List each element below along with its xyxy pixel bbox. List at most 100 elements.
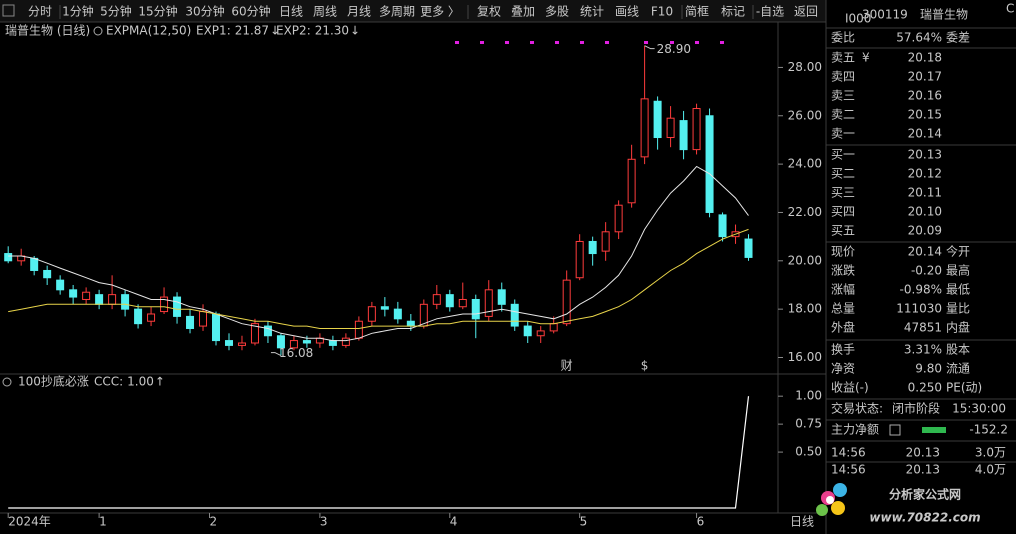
candle-body [4,253,13,262]
toolbar-item[interactable]: 月线 [347,5,371,19]
row-value: 9.80 [915,362,942,376]
toolbar-item[interactable]: 标记 [721,5,745,19]
candle-body [627,158,636,204]
legend-arrow: ↑ [155,375,165,389]
row-label: 涨跌 [831,263,855,278]
candle-body [224,340,233,346]
row-label2: 今开 [946,244,970,259]
toolbar-item[interactable]: 15分钟 [138,4,177,19]
row-value: 20.10 [908,205,942,219]
y-tick-label: 22.00 [788,205,822,219]
x-tick-label: 6 [697,515,705,529]
toolbar-item[interactable]: 叠加 [511,5,535,19]
row-value: 20.14 [908,127,942,141]
candle-body [276,335,285,349]
row-label: 卖一 [831,127,855,141]
row-label: 卖二 [831,108,855,122]
candle-body [56,279,65,291]
y-tick-label: 28.00 [788,60,822,74]
row-label: 委比 [831,31,855,45]
y-tick-label: 18.00 [788,302,822,316]
toolbar-item[interactable]: 返回 [794,5,818,19]
settings-icon[interactable] [2,377,12,387]
row-label2: 量比 [946,302,970,316]
toolbar-item[interactable]: 多股 [545,5,569,19]
stock-code: 300119 [862,8,908,22]
candle-body [679,120,688,151]
toolbar [0,0,826,22]
candle-body [380,306,389,310]
x-tick-label: 2024年 [8,515,51,529]
row-label2: PE(动) [946,381,982,395]
candle-body [705,115,714,213]
toolbar-item[interactable]: 30分钟 [185,4,224,19]
toolbar-item[interactable]: 5分钟 [100,4,132,19]
toolbar-item[interactable]: 更多 〉 [420,5,460,19]
candle-body [173,296,182,317]
candle-body [601,231,610,252]
row-label: 买四 [831,205,855,219]
candle-body [121,294,130,310]
row-label: 卖四 [831,70,855,84]
candle-body [328,340,337,346]
toolbar-item[interactable]: 60分钟 [231,4,270,19]
toolbar-item[interactable]: 分时 [28,5,52,19]
candle-body [134,308,143,325]
candle-body [82,291,91,300]
min-label: 16.08 [279,346,313,360]
signal-dots [455,41,724,44]
candle-body [497,289,506,305]
watermark-bg [848,481,1010,529]
toolbar-item[interactable]: -自选 [756,5,784,19]
x-tick-label: 2 [210,515,218,529]
row-value: -0.20 [911,264,942,278]
row-label2: 流通 [946,362,970,376]
candle-body [367,306,376,322]
toolbar-item[interactable]: 复权 [477,5,501,19]
candle-body [30,257,39,271]
row-label: 买二 [831,167,855,181]
legend-value: 21.87 [235,24,269,38]
event-marker: $ [641,359,649,373]
toolbar-item[interactable]: 画线 [615,5,639,19]
row-value: 47851 [904,321,942,335]
net-bar [922,427,946,433]
row-label: 买一 [831,148,855,162]
row-value: 3.31% [904,343,942,357]
chart-title: 瑞普生物 (日线) [5,24,90,38]
ema-line [8,228,749,329]
toolbar-item[interactable]: F10 [651,5,673,19]
toolbar-item[interactable]: 统计 [580,5,604,19]
y-tick-label: 26.00 [788,108,822,122]
row-label2: 内盘 [946,320,970,335]
tick-time: 14:56 [831,463,866,477]
toolbar-item[interactable]: 简框 [685,5,709,19]
tick-price: 20.13 [906,463,940,477]
candle-body [692,108,701,151]
toolbar-item[interactable]: 日线 [279,5,303,19]
toolbar-item[interactable]: 多周期 [379,5,415,19]
candle-body [640,98,649,158]
status-value: 闭市阶段 [892,401,940,416]
min-leader [270,352,282,357]
y-tick-label: 24.00 [788,157,822,171]
candle-body [160,296,169,313]
toolbar-item[interactable]: 周线 [313,5,337,19]
candle-body [199,311,208,327]
row-value: 20.14 [908,245,942,259]
legend-value: 1.00 [127,375,154,389]
row-value: 20.17 [908,70,942,84]
row-value: 20.13 [908,148,942,162]
row-label2: 委差 [946,31,970,45]
row-label2: 最高 [946,263,970,278]
settings-icon[interactable] [93,26,103,36]
row-label: 总量 [831,302,855,316]
candle-body [43,269,52,279]
watermark-url: www.70822.com [869,511,980,525]
legend-name: EXP1 [196,24,227,38]
candle-body [549,323,558,332]
toolbar-item[interactable]: 1分钟 [62,4,94,19]
status-label: 交易状态: [831,401,883,416]
